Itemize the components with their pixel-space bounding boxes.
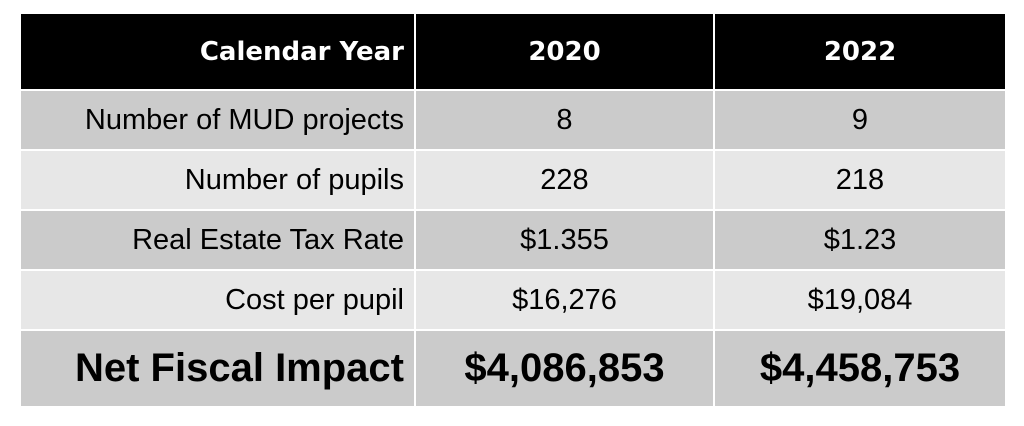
table-row-pupils: Number of pupils 228 218 [21, 150, 1005, 211]
table-row-tax-rate: Real Estate Tax Rate $1.355 $1.23 [21, 210, 1005, 271]
cell-2020: $1.355 [415, 210, 715, 271]
cell-2022: $19,084 [714, 270, 1005, 331]
header-year-2022: 2022 [714, 14, 1005, 91]
fiscal-impact-table-container: Calendar Year 2020 2022 Number of MUD pr… [21, 14, 1005, 406]
header-year-2020: 2020 [415, 14, 715, 91]
fiscal-impact-table: Calendar Year 2020 2022 Number of MUD pr… [21, 14, 1005, 406]
row-label: Cost per pupil [21, 270, 416, 331]
cell-2022: $1.23 [714, 210, 1005, 271]
cell-2020: 8 [415, 90, 715, 151]
header-calendar-year: Calendar Year [21, 14, 416, 91]
cell-2022: 218 [714, 150, 1005, 211]
cell-2022: 9 [714, 90, 1005, 151]
total-label: Net Fiscal Impact [21, 330, 416, 406]
table-row-cost-per-pupil: Cost per pupil $16,276 $19,084 [21, 270, 1005, 331]
row-label: Number of pupils [21, 150, 416, 211]
table-row-net-fiscal-impact: Net Fiscal Impact $4,086,853 $4,458,753 [21, 330, 1005, 406]
row-label: Number of MUD projects [21, 90, 416, 151]
table-row-mud-projects: Number of MUD projects 8 9 [21, 90, 1005, 151]
row-label: Real Estate Tax Rate [21, 210, 416, 271]
total-2022: $4,458,753 [714, 330, 1005, 406]
total-2020: $4,086,853 [415, 330, 715, 406]
cell-2020: 228 [415, 150, 715, 211]
cell-2020: $16,276 [415, 270, 715, 331]
table-header-row: Calendar Year 2020 2022 [21, 14, 1005, 91]
